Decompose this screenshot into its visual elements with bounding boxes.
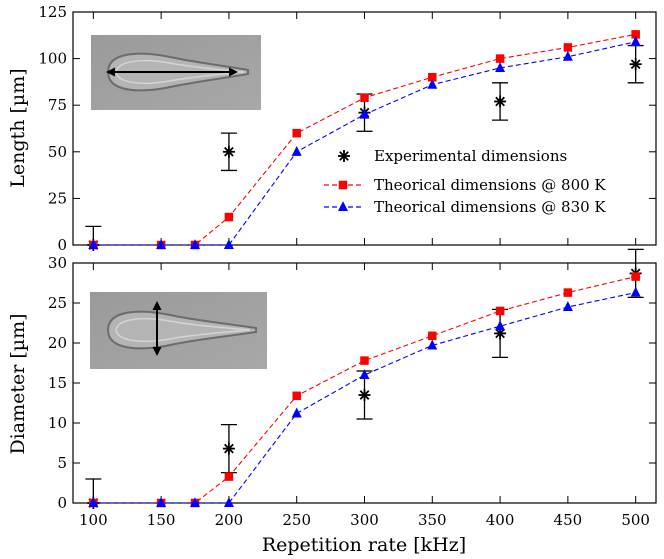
length-800k-point [563, 43, 573, 52]
diameter-800k-point [495, 306, 505, 316]
length-series [85, 30, 644, 251]
diameter-830k-point [190, 497, 201, 508]
length-inset-micrograph [91, 35, 261, 110]
diameter-y-tick-label: 10 [48, 414, 67, 432]
diameter-830k-point [359, 369, 370, 380]
length-800k-point [360, 93, 369, 102]
length-y-tick-label: 75 [48, 96, 67, 114]
legend-item-800k: Theorical dimensions @ 800 K [324, 176, 606, 194]
legend-square-marker [338, 180, 348, 190]
x-tick-label: 450 [554, 511, 583, 529]
x-axis-label: Repetition rate [kHz] [262, 534, 466, 556]
x-tick-label: 200 [215, 511, 244, 529]
length-y-ticks: 0 25 50 75 100 125 [38, 3, 656, 254]
legend-label-experimental: Experimental dimensions [374, 147, 567, 165]
diameter-830k-point [88, 497, 99, 508]
x-tick-label: 250 [282, 511, 311, 529]
diameter-y-ticks: 0 5 10 15 20 25 30 [48, 254, 656, 512]
diameter-830k-point [156, 497, 167, 508]
length-panel: 0 25 50 75 100 125 Length [µm] Experimental d… [7, 3, 657, 254]
length-experimental-point [494, 95, 507, 108]
length-830k-point [562, 50, 573, 61]
length-830k-point [190, 239, 201, 250]
diameter-x-ticks: 100 150 200 250 300 350 400 450 500 [79, 263, 650, 529]
length-y-tick-label: 50 [48, 143, 67, 161]
length-830k-point [88, 239, 99, 250]
length-830k-point [427, 78, 438, 89]
length-800k-point [495, 54, 505, 63]
diameter-experimental-point [358, 389, 371, 401]
length-y-axis-label: Length [µm] [7, 68, 29, 187]
legend-label-800k: Theorical dimensions @ 800 K [374, 176, 606, 194]
legend: Experimental dimensions Theorical dimens… [324, 147, 606, 216]
legend-item-experimental: Experimental dimensions [338, 147, 567, 165]
diameter-inset-micrograph [90, 292, 267, 369]
x-tick-label: 400 [486, 511, 515, 529]
legend-label-830k: Theorical dimensions @ 830 K [374, 198, 606, 216]
length-experimental-point [629, 58, 642, 71]
legend-triangle-marker [338, 201, 348, 212]
diameter-800k-point [631, 272, 640, 281]
length-y-tick-label: 100 [38, 50, 67, 68]
diameter-830k-point [562, 301, 573, 312]
length-y-tick-label: 125 [38, 3, 67, 21]
diameter-y-tick-label: 0 [57, 494, 67, 512]
diameter-800k-point [292, 391, 301, 401]
length-800k-point [631, 30, 640, 39]
diameter-800k-point [360, 356, 369, 365]
diameter-experimental-point [222, 442, 235, 455]
length-830k-point [495, 62, 506, 72]
diameter-830k-point [291, 407, 302, 418]
diameter-y-tick-label: 25 [48, 294, 67, 312]
length-830k-point [359, 108, 370, 119]
length-y-tick-label: 25 [48, 189, 67, 207]
diameter-series-line [93, 292, 636, 504]
diameter-y-axis-label: Diameter [µm] [7, 313, 29, 454]
length-experimental-point [222, 145, 235, 158]
diameter-800k-point [563, 288, 573, 297]
diameter-830k-point [495, 320, 506, 331]
diameter-y-tick-label: 20 [48, 334, 67, 352]
diameter-panel: 100 150 200 250 300 350 400 450 500 0 5 10 15 20 25 30… [7, 248, 657, 556]
legend-asterisk [338, 150, 350, 162]
length-arrow-icon [106, 67, 238, 77]
diameter-y-tick-label: 5 [57, 454, 67, 472]
legend-square [338, 180, 348, 190]
diameter-830k-point [427, 339, 438, 350]
length-830k-point [223, 239, 234, 250]
length-830k-point [291, 145, 302, 156]
legend-triangle [338, 201, 348, 212]
x-tick-label: 350 [418, 511, 447, 529]
length-830k-point [156, 239, 167, 250]
x-tick-label: 150 [147, 511, 176, 529]
length-series-line [93, 41, 636, 246]
diameter-800k-point [224, 472, 234, 481]
x-tick-label: 300 [350, 511, 379, 529]
length-800k-point [224, 212, 234, 222]
diameter-830k-point [630, 286, 641, 297]
diameter-y-tick-label: 30 [48, 254, 67, 272]
diameter-series [85, 248, 644, 509]
legend-item-830k: Theorical dimensions @ 830 K [324, 198, 606, 216]
length-830k-point [630, 35, 641, 46]
diameter-830k-point [223, 497, 234, 508]
diameter-experimental-point [494, 327, 507, 340]
diameter-y-tick-label: 15 [48, 374, 67, 392]
diameter-arrow-icon [152, 301, 162, 356]
diameter-800k-point [428, 331, 437, 341]
length-series-0 [85, 44, 644, 251]
length-800k-point [428, 72, 437, 82]
x-tick-label: 100 [79, 511, 108, 529]
legend-asterisk-marker [338, 150, 350, 162]
length-y-tick-label: 0 [57, 236, 67, 254]
length-800k-point [292, 128, 301, 138]
length-series-2 [88, 35, 641, 250]
diameter-series-2 [88, 286, 641, 508]
x-tick-label: 500 [621, 511, 650, 529]
